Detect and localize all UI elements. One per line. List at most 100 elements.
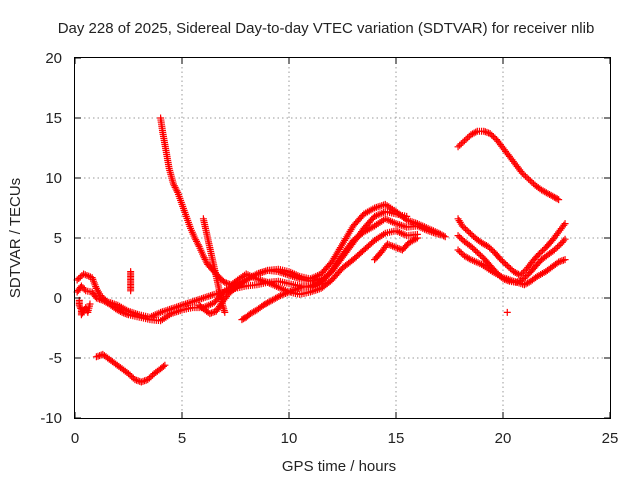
y-axis-label: SDTVAR / TECUs (7, 178, 24, 298)
x-tick-label: 0 (71, 430, 79, 447)
data-point (472, 247, 480, 255)
data-point (475, 250, 483, 258)
data-point (145, 374, 153, 382)
data-point (193, 239, 201, 247)
data-point (282, 289, 290, 297)
data-point (98, 293, 106, 301)
data-point (521, 273, 529, 281)
data-point (526, 177, 534, 185)
data-point (535, 250, 543, 258)
data-point (454, 232, 462, 240)
data-point (470, 129, 478, 137)
series-n (503, 308, 511, 316)
y-tick-label: 20 (45, 50, 62, 67)
series-e (238, 208, 411, 324)
data-point (80, 285, 88, 293)
data-point (462, 135, 470, 143)
data-point (441, 233, 449, 241)
data-point (550, 246, 558, 254)
data-point (275, 293, 283, 300)
series-m (454, 246, 569, 289)
data-point (192, 236, 200, 244)
data-point (194, 241, 202, 249)
y-tick-label: -5 (49, 350, 62, 367)
data-point (85, 272, 93, 280)
data-point (552, 245, 560, 252)
data-point (171, 183, 179, 191)
data-point (520, 275, 528, 282)
y-tick-label: 15 (45, 110, 62, 127)
data-point (413, 234, 421, 242)
series-o (371, 234, 421, 264)
data-point (193, 237, 201, 245)
data-point (560, 221, 568, 229)
data-point (560, 237, 568, 245)
data-point (486, 244, 494, 252)
data-point (466, 230, 474, 237)
data-point (528, 178, 536, 186)
data-point (147, 373, 155, 381)
x-tick-label: 10 (281, 430, 298, 447)
data-point (75, 275, 83, 282)
data-point (125, 370, 132, 378)
data-point (561, 235, 569, 243)
data-point (470, 245, 478, 253)
data-point (464, 134, 472, 142)
data-point (173, 187, 181, 195)
data-point (561, 256, 569, 264)
data-points (73, 114, 569, 386)
data-point (80, 270, 88, 278)
data-point (468, 231, 476, 239)
data-point (518, 270, 526, 278)
data-point (465, 228, 473, 236)
data-point (283, 289, 291, 297)
data-point (278, 291, 286, 299)
data-point (191, 234, 199, 242)
data-point (199, 252, 207, 260)
data-point (484, 242, 492, 250)
data-point (488, 131, 496, 139)
data-point (201, 255, 209, 263)
data-point (518, 169, 526, 177)
data-point (498, 257, 506, 265)
x-tick-label: 25 (602, 430, 619, 447)
data-point (555, 242, 563, 249)
data-point (456, 248, 464, 255)
data-point (549, 192, 557, 200)
x-axis-label: GPS time / hours (282, 458, 396, 475)
data-point (502, 260, 510, 268)
data-point (456, 233, 464, 241)
series-j (454, 127, 563, 204)
data-point (202, 257, 210, 265)
data-point (412, 235, 420, 243)
data-point (500, 259, 508, 267)
data-point (435, 230, 443, 238)
series-f (127, 268, 135, 295)
data-point (465, 255, 473, 263)
chart-title: Day 228 of 2025, Sidereal Day-to-day VTE… (58, 20, 595, 37)
data-point (523, 174, 531, 182)
x-tick-label: 20 (495, 430, 512, 447)
data-point (467, 242, 475, 250)
data-point (505, 263, 513, 271)
x-tick-label: 15 (388, 430, 405, 447)
data-point (555, 196, 563, 204)
data-point (525, 175, 533, 183)
data-point (463, 227, 471, 234)
data-point (83, 271, 91, 279)
data-point (457, 140, 465, 148)
series-h (75, 296, 94, 319)
data-point (76, 303, 84, 311)
data-point (460, 137, 468, 145)
y-tick-label: 5 (54, 230, 62, 247)
data-point (489, 133, 497, 141)
data-point (497, 256, 505, 264)
data-point (387, 241, 395, 249)
data-point (403, 212, 411, 220)
data-point (276, 292, 284, 300)
data-point (81, 271, 89, 279)
data-point (75, 301, 83, 309)
data-point (457, 235, 465, 243)
data-point (221, 308, 229, 316)
data-point (553, 195, 561, 203)
